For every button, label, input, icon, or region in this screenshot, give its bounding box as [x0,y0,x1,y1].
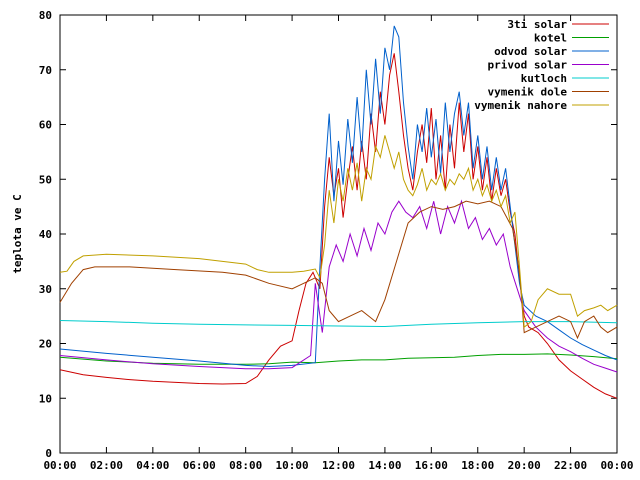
x-tick-label: 18:00 [461,459,494,472]
legend-label: vymenik dole [488,86,568,99]
x-tick-label: 00:00 [43,459,76,472]
y-tick-label: 40 [39,228,52,241]
legend-label: vymenik nahore [474,99,567,112]
y-tick-label: 60 [39,119,52,132]
series-line-3 [59,199,618,373]
legend-label: privod solar [488,59,568,72]
series-layer [59,25,618,399]
legend-label: kutloch [521,72,567,85]
y-axis: 0 10 20 30 40 50 60 70 80 [39,9,617,460]
series-line-6 [59,135,618,329]
x-tick-label: 06:00 [183,459,216,472]
x-axis: 00:00 02:00 04:00 06:00 08:00 10:00 12:00 14:00… [43,15,634,472]
y-tick-label: 70 [39,64,52,77]
x-tick-label: 12:00 [322,459,355,472]
x-tick-label: 16:00 [415,459,448,472]
y-tick-label: 20 [39,338,52,351]
x-tick-label: 00:00 [600,459,633,472]
x-tick-label: 20:00 [508,459,541,472]
x-tick-label: 04:00 [136,459,169,472]
y-tick-label: 30 [39,283,52,296]
y-tick-label: 10 [39,392,52,405]
y-tick-label: 50 [39,173,52,186]
x-tick-label: 14:00 [368,459,401,472]
y-tick-label: 0 [45,447,52,460]
x-tick-label: 02:00 [90,459,123,472]
x-tick-label: 22:00 [554,459,587,472]
x-tick-label: 10:00 [276,459,309,472]
legend-label: odvod solar [494,45,567,58]
series-line-5 [59,200,618,340]
y-tick-label: 80 [39,9,52,22]
x-tick-label: 08:00 [229,459,262,472]
series-line-1 [59,353,618,365]
legend-label: 3ti solar [507,18,567,31]
legend-label: kotel [534,32,567,45]
y-axis-label: teplota ve C [11,194,24,273]
